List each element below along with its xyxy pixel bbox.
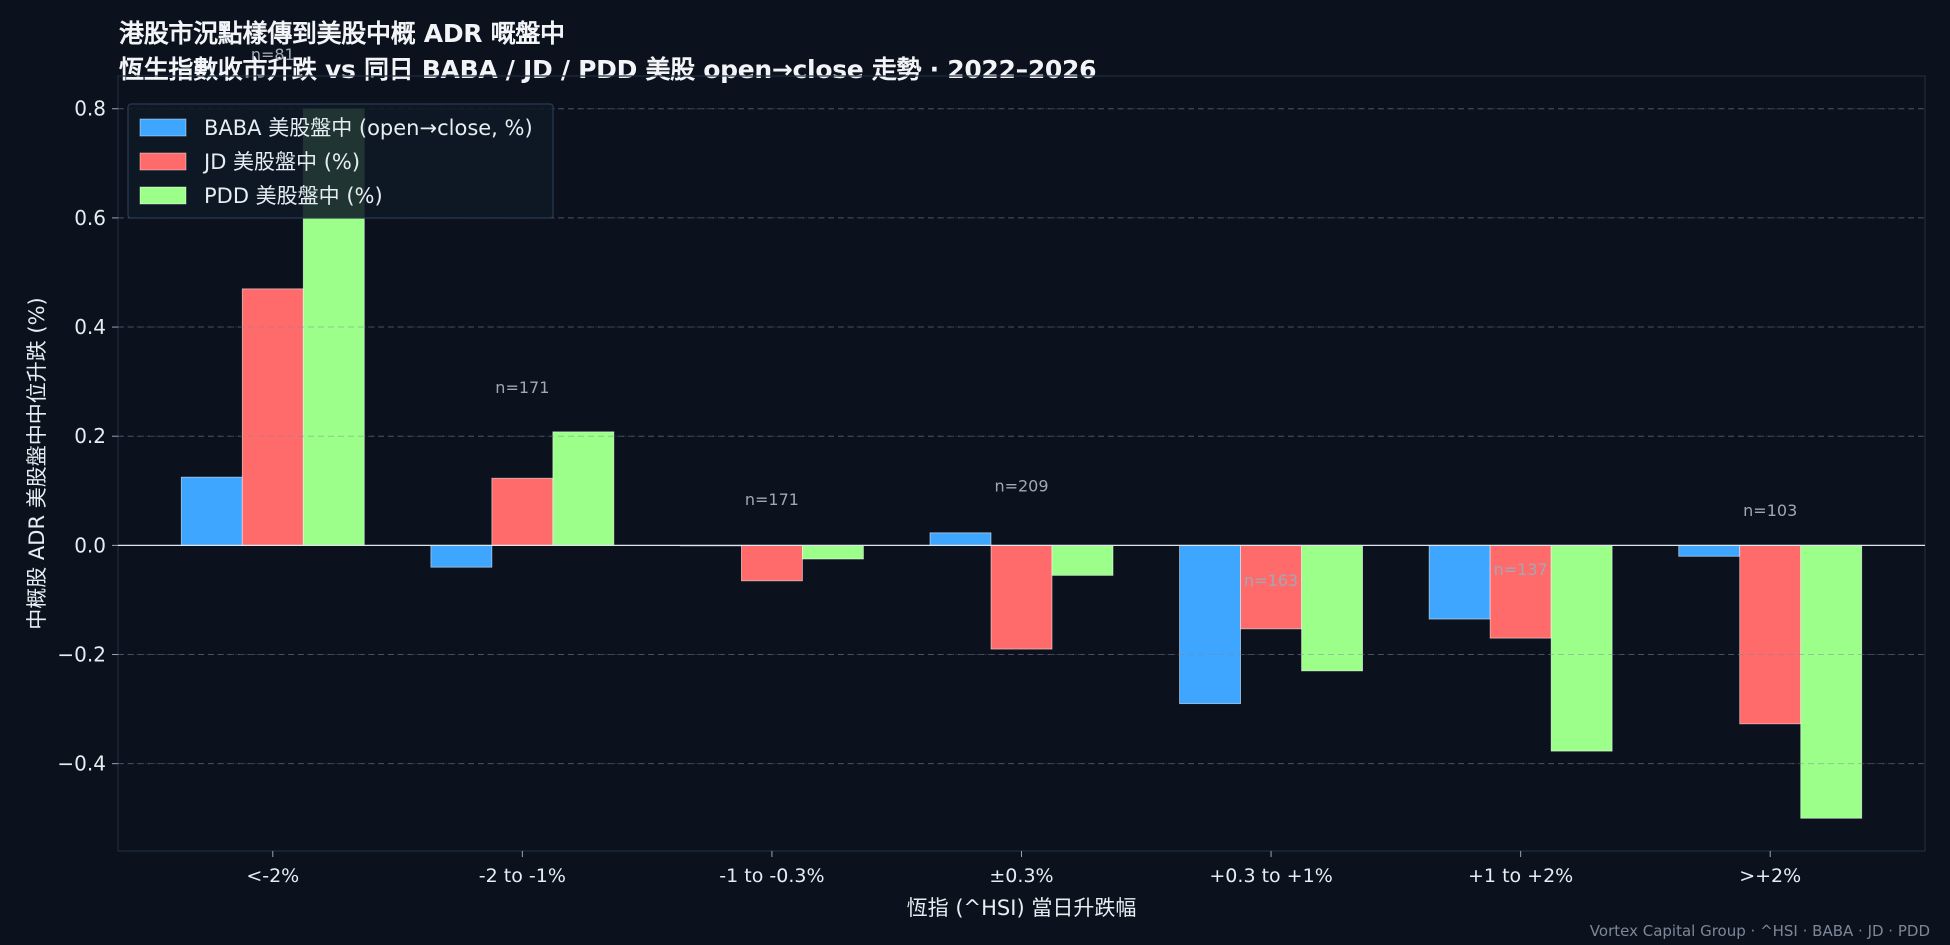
y-tick-label: 0.6 — [74, 206, 106, 230]
y-tick-label: −0.4 — [57, 752, 106, 776]
bar-jd — [990, 544, 1053, 650]
bar-jd — [741, 544, 803, 582]
chart-title: 港股市況點樣傳到美股中概 ADR 嘅盤中 恆生指數收市升跌 vs 同日 BABA… — [119, 16, 1097, 88]
bar-pdd — [1800, 544, 1863, 819]
x-tick-label: +0.3 to +1% — [1209, 865, 1332, 887]
bar-baba — [1678, 544, 1741, 557]
x-tick-label: ±0.3% — [989, 865, 1053, 887]
x-tick-label: >+2% — [1739, 865, 1801, 887]
legend-swatch-baba — [139, 118, 187, 137]
bar-baba — [929, 532, 992, 546]
legend-swatch-jd — [139, 152, 187, 171]
y-axis-label: 中概股 ADR 美股盤中中位升跌 (%) — [25, 297, 49, 630]
footer-credit: Vortex Capital Group · ^HSI · BABA · JD … — [1589, 922, 1930, 940]
bar-baba — [180, 476, 243, 546]
sample-size-annotation: n=171 — [495, 378, 549, 397]
bar-pdd — [802, 544, 864, 560]
y-tick-label: −0.2 — [57, 643, 106, 667]
legend-label-jd: JD 美股盤中 (%) — [202, 150, 360, 174]
bar-pdd — [1301, 544, 1363, 672]
chart-title-line2: 恆生指數收市升跌 vs 同日 BABA / JD / PDD 美股 open→c… — [119, 55, 1097, 84]
sample-size-annotation: n=171 — [745, 490, 799, 509]
y-tick-label: 0.4 — [74, 315, 106, 339]
x-tick-label: -2 to -1% — [479, 865, 566, 887]
legend-label-pdd: PDD 美股盤中 (%) — [204, 184, 383, 208]
x-axis-label: 恆指 (^HSI) 當日升跌幅 — [907, 896, 1137, 920]
x-tick-label: +1 to +2% — [1468, 865, 1573, 887]
bar-baba — [1179, 544, 1241, 705]
x-tick-label: -1 to -0.3% — [719, 865, 824, 887]
bar-pdd — [552, 431, 615, 546]
bar-jd — [1489, 544, 1552, 639]
legend-label-baba: BABA 美股盤中 (open→close, %) — [204, 116, 533, 140]
chart-title-line1: 港股市況點樣傳到美股中概 ADR 嘅盤中 — [119, 19, 565, 48]
y-tick-label: 0.8 — [74, 97, 106, 121]
bar-jd — [491, 477, 554, 546]
sample-size-annotation: n=81 — [251, 45, 295, 64]
bar-pdd — [1051, 544, 1114, 576]
x-tick-label: <-2% — [246, 865, 299, 887]
sample-size-annotation: n=137 — [1494, 560, 1548, 579]
sample-size-annotation: n=209 — [994, 476, 1048, 495]
bar-jd — [241, 288, 304, 546]
sample-size-annotation: n=103 — [1743, 501, 1797, 520]
bar-baba — [1428, 544, 1491, 620]
legend-swatch-pdd — [139, 186, 187, 205]
legend-box — [127, 103, 554, 219]
y-tick-label: 0.2 — [74, 424, 106, 448]
bar-jd — [1739, 544, 1802, 725]
sample-size-annotation: n=163 — [1244, 571, 1298, 590]
y-tick-label: 0.0 — [74, 533, 106, 557]
bar-pdd — [1550, 544, 1613, 752]
bar-baba — [430, 544, 493, 568]
